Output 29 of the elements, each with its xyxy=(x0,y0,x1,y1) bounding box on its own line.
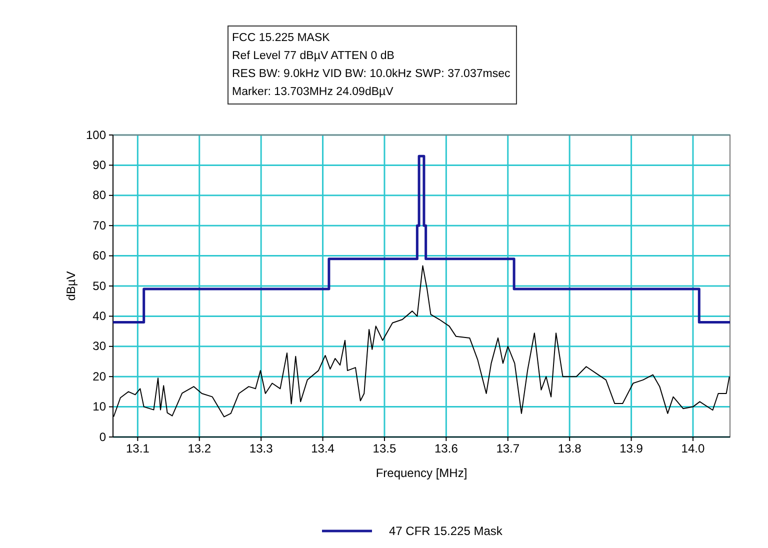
y-tick-label: 30 xyxy=(92,339,106,354)
y-tick-label: 60 xyxy=(92,248,106,263)
x-tick-label: 14.0 xyxy=(681,442,705,456)
x-tick-label: 13.9 xyxy=(620,442,644,456)
y-tick-label: 0 xyxy=(99,430,106,444)
y-tick-label: 80 xyxy=(92,188,106,202)
line-series xyxy=(112,154,732,324)
y-tick-label: 20 xyxy=(92,369,106,384)
x-tick-label: 13.3 xyxy=(249,442,274,456)
y-tick-label: 100 xyxy=(86,128,106,142)
y-tick-label: 40 xyxy=(92,309,106,324)
x-tick-label: 13.2 xyxy=(188,442,212,456)
x-tick-label: 13.5 xyxy=(372,442,396,456)
chart-title: FCC 15.225 MASK xyxy=(232,32,330,44)
y-tick-label: 50 xyxy=(92,278,106,293)
text: Ref Level 77 dBµV ATTEN 0 dB xyxy=(232,50,395,62)
x-tick-label: 13.7 xyxy=(496,442,520,456)
text: Marker: 13.703MHz 24.09dBµV xyxy=(232,86,394,98)
x-axis-title: Frequency [MHz] xyxy=(376,466,468,480)
text: RES BW: 9.0kHz VID BW: 10.0kHz SWP: 37.037msec xyxy=(232,68,510,80)
x-tick-label: 13.1 xyxy=(126,442,150,456)
y-tick-label: 90 xyxy=(92,158,106,172)
x-tick-label: 13.4 xyxy=(311,442,335,456)
y-axis-title: dBµV xyxy=(64,271,78,301)
legend-label: 47 CFR 15.225 Mask xyxy=(389,524,504,538)
y-tick-label: 70 xyxy=(92,218,106,232)
y-tick-label: 10 xyxy=(92,400,106,414)
x-tick-label: 13.8 xyxy=(558,442,582,456)
x-tick-label: 13.6 xyxy=(434,442,458,456)
